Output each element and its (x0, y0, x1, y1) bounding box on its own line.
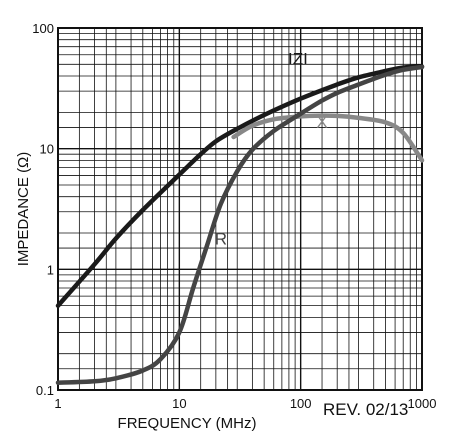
y-tick-label: 0.1 (36, 383, 54, 398)
x-tick-label: 1 (54, 396, 61, 411)
x-axis-title: FREQUENCY (MHz) (118, 415, 257, 432)
series-label-r: R (215, 230, 227, 249)
series-line-x (231, 113, 425, 163)
x-tick-label: 10 (172, 396, 186, 411)
series-label-izi: IZI (288, 49, 308, 68)
y-tick-label: 10 (40, 142, 54, 157)
y-axis-title: IMPEDANCE (Ω) (15, 152, 32, 267)
series-label-x: X (316, 112, 327, 131)
x-tick-label: 100 (290, 396, 312, 411)
x-tick-label: 1000 (408, 396, 437, 411)
grid (58, 28, 422, 390)
series-line-izi (55, 64, 425, 308)
y-tick-label: 100 (32, 21, 54, 36)
series-layer: IZI X R (55, 49, 425, 385)
revision-watermark: REV. 02/13 (323, 400, 408, 419)
series-line-r (55, 64, 425, 385)
y-tick-label: 1 (47, 262, 54, 277)
plot-frame (57, 27, 423, 391)
